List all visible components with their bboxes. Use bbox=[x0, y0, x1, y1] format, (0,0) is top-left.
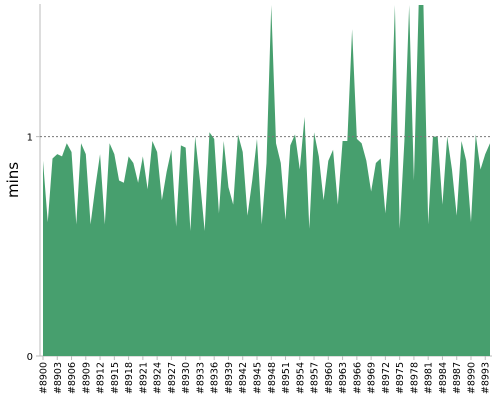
x-tick-label: #8900 bbox=[39, 362, 50, 394]
y-tick-label: 0 bbox=[27, 352, 33, 363]
x-tick-label: #8993 bbox=[481, 362, 492, 394]
x-tick-label: #8915 bbox=[110, 362, 121, 394]
series-area bbox=[43, 5, 490, 356]
x-tick-label: #8921 bbox=[138, 362, 149, 394]
x-tick-label: #8963 bbox=[338, 362, 349, 394]
x-tick-label: #8972 bbox=[381, 362, 392, 394]
x-tick-label: #8927 bbox=[167, 362, 178, 394]
x-ticks: #8900 #8903 #8906 #8909 #8912 #8915 #8918 #8921… bbox=[39, 356, 492, 394]
x-tick-label: #8954 bbox=[295, 362, 306, 394]
x-tick-label: #8975 bbox=[395, 362, 406, 394]
x-tick-label: #8930 bbox=[181, 362, 192, 394]
y-tick-label: 1 bbox=[27, 133, 33, 144]
x-tick-label: #8945 bbox=[252, 362, 263, 394]
x-tick-label: #8939 bbox=[224, 362, 235, 394]
x-tick-label: #8948 bbox=[267, 362, 278, 394]
x-tick-label: #8906 bbox=[67, 362, 78, 394]
x-tick-label: #8942 bbox=[238, 362, 249, 394]
x-tick-label: #8978 bbox=[409, 362, 420, 394]
x-tick-label: #8984 bbox=[438, 362, 449, 394]
x-tick-label: #8987 bbox=[452, 362, 463, 394]
x-tick-label: #8981 bbox=[424, 362, 435, 394]
x-tick-label: #8951 bbox=[281, 362, 292, 394]
x-tick-label: #8990 bbox=[466, 362, 477, 394]
x-tick-label: #8918 bbox=[124, 362, 135, 394]
x-tick-label: #8924 bbox=[153, 362, 164, 394]
x-tick-label: #8933 bbox=[195, 362, 206, 394]
x-tick-label: #8960 bbox=[324, 362, 335, 394]
x-tick-label: #8912 bbox=[96, 362, 107, 394]
x-tick-label: #8903 bbox=[53, 362, 64, 394]
y-axis-title: mins bbox=[4, 162, 22, 198]
x-tick-label: #8957 bbox=[310, 362, 321, 394]
x-tick-label: #8969 bbox=[367, 362, 378, 394]
y-ticks: 01 bbox=[27, 133, 40, 363]
x-tick-label: #8966 bbox=[352, 362, 363, 394]
x-tick-label: #8936 bbox=[210, 362, 221, 394]
x-tick-label: #8909 bbox=[81, 362, 92, 394]
